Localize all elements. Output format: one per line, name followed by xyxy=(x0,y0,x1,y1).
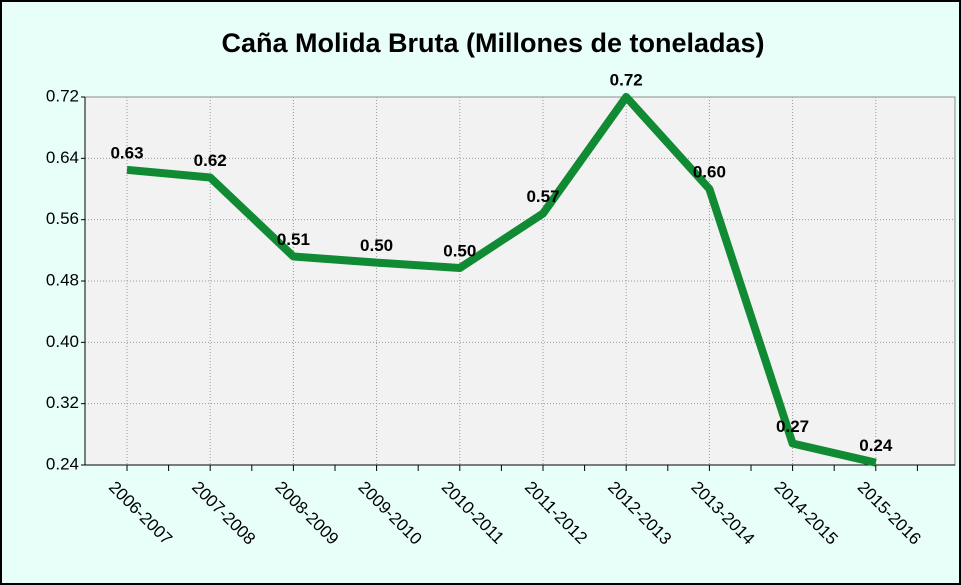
value-label: 0.51 xyxy=(277,230,310,249)
value-label: 0.50 xyxy=(360,236,393,255)
y-tick-label: 0.72 xyxy=(46,86,79,105)
value-label: 0.57 xyxy=(526,187,559,206)
value-label: 0.27 xyxy=(776,417,809,436)
chart-title: Caña Molida Bruta (Millones de toneladas… xyxy=(221,28,764,58)
y-tick-label: 0.32 xyxy=(46,393,79,412)
value-label: 0.24 xyxy=(859,436,893,455)
y-tick-label: 0.24 xyxy=(46,454,79,473)
value-label: 0.62 xyxy=(194,151,227,170)
y-tick-label: 0.64 xyxy=(46,148,79,167)
y-tick-label: 0.48 xyxy=(46,270,79,289)
value-label: 0.50 xyxy=(443,241,476,260)
y-tick-label: 0.40 xyxy=(46,332,79,351)
value-label: 0.63 xyxy=(110,143,143,162)
y-tick-label: 0.56 xyxy=(46,209,79,228)
line xyxy=(126,93,877,467)
value-label: 0.60 xyxy=(693,162,726,181)
value-label: 0.72 xyxy=(610,70,643,89)
